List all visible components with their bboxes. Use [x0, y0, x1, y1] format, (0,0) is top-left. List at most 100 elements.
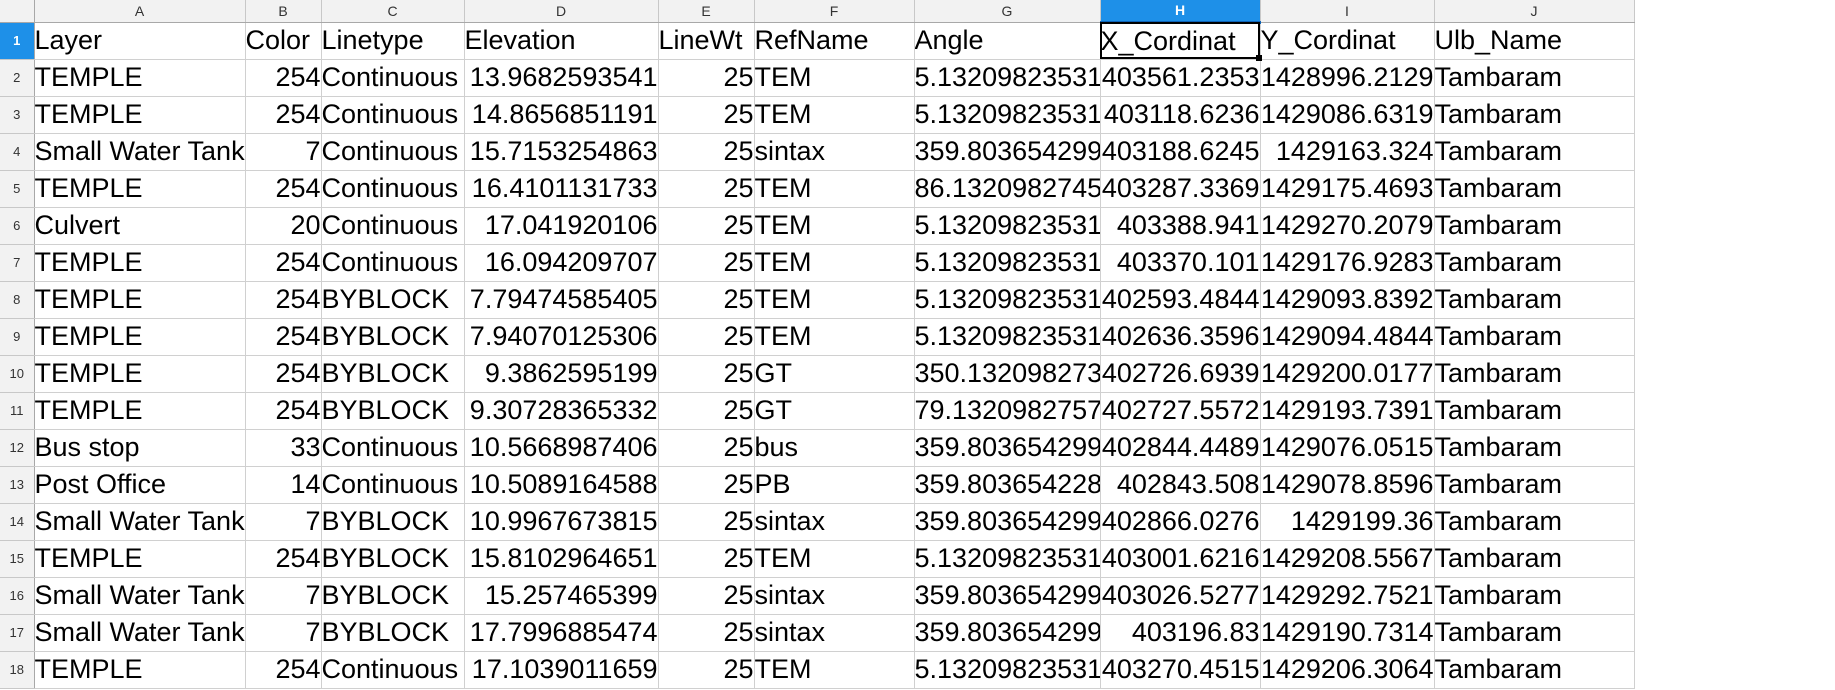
- cell-i3[interactable]: 1429086.6319: [1260, 96, 1435, 134]
- cell-e16[interactable]: 25: [658, 577, 755, 615]
- cell-b12[interactable]: 33: [245, 429, 322, 467]
- cell-a5[interactable]: TEMPLE: [34, 170, 246, 208]
- column-header-b[interactable]: B: [245, 0, 322, 23]
- cell-d11[interactable]: 9.30728365332: [464, 392, 659, 430]
- cell-d12[interactable]: 10.5668987406: [464, 429, 659, 467]
- row-header[interactable]: 18: [0, 651, 35, 689]
- cell-i4[interactable]: 1429163.324: [1260, 133, 1435, 171]
- cell-i5[interactable]: 1429175.4693: [1260, 170, 1435, 208]
- cell-g9[interactable]: 5.13209823531: [914, 318, 1101, 356]
- cell-i10[interactable]: 1429200.0177: [1260, 355, 1435, 393]
- column-header-g[interactable]: G: [914, 0, 1101, 23]
- cell-f15[interactable]: TEM: [754, 540, 915, 578]
- cell-i18[interactable]: 1429206.3064: [1260, 651, 1435, 689]
- cell-c16[interactable]: BYBLOCK: [321, 577, 465, 615]
- cell-b2[interactable]: 254: [245, 59, 322, 97]
- cell-b18[interactable]: 254: [245, 651, 322, 689]
- row-header[interactable]: 15: [0, 540, 35, 578]
- cell-g10[interactable]: 350.132098273: [914, 355, 1101, 393]
- fill-handle[interactable]: [1256, 55, 1262, 61]
- cell-j9[interactable]: Tambaram: [1434, 318, 1635, 356]
- cell-e1[interactable]: LineWt: [658, 22, 755, 60]
- cell-e10[interactable]: 25: [658, 355, 755, 393]
- cell-h12[interactable]: 402844.4489: [1100, 429, 1261, 467]
- cell-c7[interactable]: Continuous: [321, 244, 465, 282]
- cell-f13[interactable]: PB: [754, 466, 915, 504]
- column-header-j[interactable]: J: [1434, 0, 1635, 23]
- cell-c15[interactable]: BYBLOCK: [321, 540, 465, 578]
- row-header[interactable]: 10: [0, 355, 35, 393]
- row-header[interactable]: 13: [0, 466, 35, 504]
- cell-j6[interactable]: Tambaram: [1434, 207, 1635, 245]
- cell-b16[interactable]: 7: [245, 577, 322, 615]
- cell-g18[interactable]: 5.13209823531: [914, 651, 1101, 689]
- cell-j1[interactable]: Ulb_Name: [1434, 22, 1635, 60]
- cell-i14[interactable]: 1429199.36: [1260, 503, 1435, 541]
- cell-d9[interactable]: 7.94070125306: [464, 318, 659, 356]
- cell-j16[interactable]: Tambaram: [1434, 577, 1635, 615]
- cell-i16[interactable]: 1429292.7521: [1260, 577, 1435, 615]
- cell-f9[interactable]: TEM: [754, 318, 915, 356]
- cell-d16[interactable]: 15.257465399: [464, 577, 659, 615]
- cell-i13[interactable]: 1429078.8596: [1260, 466, 1435, 504]
- cell-i8[interactable]: 1429093.8392: [1260, 281, 1435, 319]
- cell-d7[interactable]: 16.094209707: [464, 244, 659, 282]
- cell-a2[interactable]: TEMPLE: [34, 59, 246, 97]
- cell-b1[interactable]: Color: [245, 22, 322, 60]
- cell-e2[interactable]: 25: [658, 59, 755, 97]
- cell-e6[interactable]: 25: [658, 207, 755, 245]
- cell-d5[interactable]: 16.4101131733: [464, 170, 659, 208]
- cell-h3[interactable]: 403118.6236: [1100, 96, 1261, 134]
- cell-h1[interactable]: X_Cordinat: [1100, 22, 1261, 60]
- cell-h13[interactable]: 402843.508: [1100, 466, 1261, 504]
- cell-f2[interactable]: TEM: [754, 59, 915, 97]
- cell-c8[interactable]: BYBLOCK: [321, 281, 465, 319]
- cell-e18[interactable]: 25: [658, 651, 755, 689]
- cell-e11[interactable]: 25: [658, 392, 755, 430]
- cell-f14[interactable]: sintax: [754, 503, 915, 541]
- cell-f8[interactable]: TEM: [754, 281, 915, 319]
- cell-e5[interactable]: 25: [658, 170, 755, 208]
- column-header-i[interactable]: I: [1260, 0, 1435, 23]
- cell-h2[interactable]: 403561.2353: [1100, 59, 1261, 97]
- cell-c18[interactable]: Continuous: [321, 651, 465, 689]
- cell-b17[interactable]: 7: [245, 614, 322, 652]
- cell-g4[interactable]: 359.803654299: [914, 133, 1101, 171]
- cell-a9[interactable]: TEMPLE: [34, 318, 246, 356]
- cell-b9[interactable]: 254: [245, 318, 322, 356]
- cell-i12[interactable]: 1429076.0515: [1260, 429, 1435, 467]
- cell-d3[interactable]: 14.8656851191: [464, 96, 659, 134]
- cell-f17[interactable]: sintax: [754, 614, 915, 652]
- cell-j11[interactable]: Tambaram: [1434, 392, 1635, 430]
- column-header-f[interactable]: F: [754, 0, 915, 23]
- cell-a15[interactable]: TEMPLE: [34, 540, 246, 578]
- column-header-e[interactable]: E: [658, 0, 755, 23]
- cell-j15[interactable]: Tambaram: [1434, 540, 1635, 578]
- cell-h5[interactable]: 403287.3369: [1100, 170, 1261, 208]
- cell-a1[interactable]: Layer: [34, 22, 246, 60]
- cell-a3[interactable]: TEMPLE: [34, 96, 246, 134]
- cell-c3[interactable]: Continuous: [321, 96, 465, 134]
- row-header[interactable]: 2: [0, 59, 35, 97]
- cell-h9[interactable]: 402636.3596: [1100, 318, 1261, 356]
- cell-e15[interactable]: 25: [658, 540, 755, 578]
- row-header[interactable]: 16: [0, 577, 35, 615]
- cell-j8[interactable]: Tambaram: [1434, 281, 1635, 319]
- cell-c14[interactable]: BYBLOCK: [321, 503, 465, 541]
- cell-d13[interactable]: 10.5089164588: [464, 466, 659, 504]
- cell-g14[interactable]: 359.803654299: [914, 503, 1101, 541]
- cell-a17[interactable]: Small Water Tank: [34, 614, 246, 652]
- cell-g3[interactable]: 5.13209823531: [914, 96, 1101, 134]
- cell-j2[interactable]: Tambaram: [1434, 59, 1635, 97]
- row-header[interactable]: 9: [0, 318, 35, 356]
- cell-e7[interactable]: 25: [658, 244, 755, 282]
- cell-g16[interactable]: 359.803654299: [914, 577, 1101, 615]
- cell-h7[interactable]: 403370.101: [1100, 244, 1261, 282]
- cell-b14[interactable]: 7: [245, 503, 322, 541]
- cell-h4[interactable]: 403188.6245: [1100, 133, 1261, 171]
- cell-b7[interactable]: 254: [245, 244, 322, 282]
- cell-f16[interactable]: sintax: [754, 577, 915, 615]
- cell-j17[interactable]: Tambaram: [1434, 614, 1635, 652]
- column-header-c[interactable]: C: [321, 0, 465, 23]
- cell-b6[interactable]: 20: [245, 207, 322, 245]
